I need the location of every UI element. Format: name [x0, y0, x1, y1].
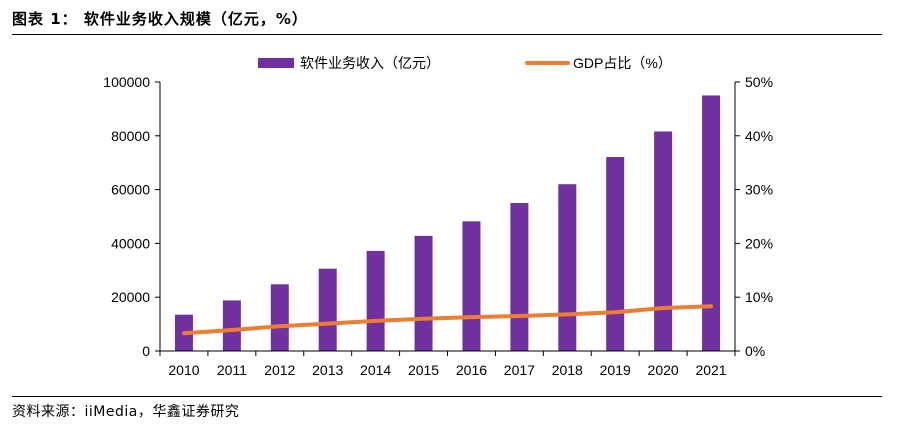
- x-tick-label: 2012: [264, 362, 295, 378]
- x-axis-labels: 2010 2011 2012 2013 2014 2015 2016 2017 2018 2019…: [159, 350, 736, 378]
- title-divider: [12, 34, 882, 35]
- left-tick-label: 20000: [111, 289, 150, 305]
- x-tick-label: 2017: [504, 362, 535, 378]
- right-tick-label: 0%: [745, 343, 765, 359]
- left-tick-label: 0: [142, 343, 150, 359]
- legend-swatch-revenue: [258, 58, 294, 68]
- revenue-bars: [174, 95, 721, 351]
- x-tick-label: 2015: [408, 362, 439, 378]
- revenue-bar: [510, 203, 529, 351]
- x-tick-label: 2020: [648, 362, 679, 378]
- left-tick-label: 60000: [111, 182, 150, 198]
- right-y-axis: 0% 10% 20% 30% 40% 50%: [734, 74, 773, 359]
- chart-legend: 软件业务收入（亿元） GDP占比（%）: [258, 55, 672, 71]
- source-divider: [12, 396, 882, 397]
- left-tick-label: 40000: [111, 235, 150, 251]
- revenue-bar: [654, 131, 673, 351]
- right-tick-label: 10%: [745, 289, 773, 305]
- x-tick-label: 2021: [695, 362, 726, 378]
- x-tick-label: 2014: [360, 362, 391, 378]
- right-tick-label: 40%: [745, 128, 773, 144]
- gdp-share-line: [182, 304, 713, 336]
- revenue-bar: [318, 268, 337, 351]
- x-tick-label: 2013: [312, 362, 343, 378]
- revenue-bar: [414, 235, 433, 351]
- x-tick-label: 2019: [600, 362, 631, 378]
- revenue-bar: [702, 95, 721, 351]
- right-tick-label: 30%: [745, 182, 773, 198]
- revenue-bar: [462, 221, 481, 351]
- left-tick-label: 80000: [111, 128, 150, 144]
- left-y-axis: 0 20000 40000 60000 80000 100000: [103, 74, 161, 359]
- figure-title: 图表 1： 软件业务收入规模（亿元，%）: [12, 10, 308, 28]
- legend-label-revenue: 软件业务收入（亿元）: [300, 55, 440, 71]
- right-tick-label: 50%: [745, 74, 773, 90]
- revenue-bar: [606, 157, 625, 351]
- revenue-bar: [366, 250, 385, 351]
- revenue-bar: [222, 300, 241, 351]
- revenue-bar: [270, 284, 289, 351]
- legend-label-gdp: GDP占比（%）: [573, 55, 672, 71]
- right-tick-label: 20%: [745, 235, 773, 251]
- x-tick-label: 2018: [552, 362, 583, 378]
- x-tick-label: 2011: [217, 362, 247, 378]
- gdp-share-polyline: [182, 304, 713, 336]
- x-tick-label: 2010: [168, 362, 199, 378]
- revenue-bar: [558, 184, 577, 351]
- left-tick-label: 100000: [103, 74, 150, 90]
- source-note: 资料来源：iiMedia，华鑫证券研究: [12, 404, 240, 420]
- x-tick-label: 2016: [456, 362, 487, 378]
